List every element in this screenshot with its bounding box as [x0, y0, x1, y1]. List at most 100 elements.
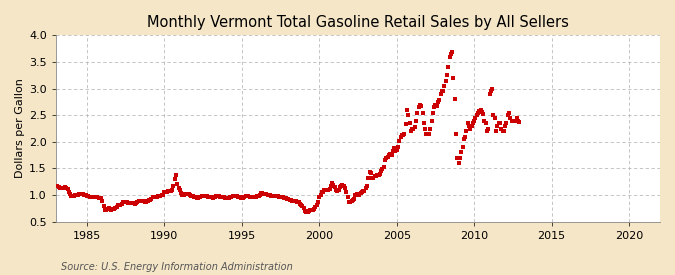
Point	[219, 196, 230, 200]
Point	[259, 192, 269, 196]
Point	[451, 132, 462, 136]
Point	[217, 195, 228, 199]
Point	[464, 124, 475, 128]
Point	[110, 206, 121, 210]
Point	[321, 188, 332, 192]
Point	[448, 76, 459, 80]
Point	[213, 194, 224, 199]
Point	[362, 183, 373, 188]
Point	[261, 192, 272, 197]
Point	[371, 174, 381, 178]
Point	[147, 195, 158, 199]
Point	[140, 200, 151, 204]
Point	[382, 155, 393, 159]
Point	[417, 110, 428, 115]
Point	[364, 170, 375, 174]
Point	[90, 194, 101, 199]
Point	[57, 186, 68, 191]
Point	[96, 196, 107, 200]
Point	[128, 201, 139, 205]
Point	[174, 188, 185, 192]
Point	[427, 110, 438, 115]
Point	[280, 196, 291, 200]
Point	[438, 89, 449, 94]
Point	[457, 145, 468, 149]
Point	[212, 194, 223, 198]
Point	[186, 193, 197, 198]
Point	[492, 124, 503, 128]
Point	[240, 194, 251, 199]
Point	[345, 200, 356, 204]
Point	[194, 195, 205, 199]
Point	[461, 129, 472, 133]
Point	[106, 208, 117, 212]
Point	[111, 205, 122, 210]
Point	[55, 186, 65, 191]
Point	[169, 176, 180, 181]
Point	[109, 207, 119, 211]
Point	[177, 192, 188, 197]
Point	[340, 186, 350, 190]
Point	[132, 200, 142, 205]
Point	[250, 195, 261, 199]
Point	[190, 195, 200, 199]
Point	[271, 194, 282, 198]
Point	[420, 126, 431, 131]
Point	[207, 195, 217, 200]
Point	[74, 192, 84, 196]
Point	[301, 210, 312, 214]
Point	[365, 170, 376, 175]
Point	[155, 193, 166, 198]
Point	[484, 92, 495, 96]
Point	[363, 176, 374, 180]
Point	[69, 194, 80, 199]
Point	[430, 102, 441, 107]
Point	[158, 192, 169, 197]
Point	[238, 196, 248, 200]
Point	[171, 173, 182, 177]
Point	[105, 207, 115, 211]
Point	[440, 78, 451, 83]
Point	[136, 199, 146, 203]
Point	[226, 194, 237, 199]
Point	[379, 165, 389, 170]
Point	[308, 207, 319, 212]
Point	[176, 191, 186, 195]
Point	[192, 196, 203, 200]
Point	[56, 186, 67, 191]
Point	[386, 152, 397, 157]
Point	[102, 207, 113, 211]
Point	[327, 181, 338, 186]
Point	[275, 194, 286, 199]
Point	[257, 191, 268, 195]
Point	[406, 129, 416, 133]
Point	[333, 188, 344, 192]
Point	[223, 196, 234, 200]
Point	[348, 198, 358, 203]
Point	[180, 192, 190, 197]
Point	[59, 185, 70, 189]
Point	[288, 199, 299, 203]
Point	[293, 200, 304, 205]
Point	[164, 189, 175, 193]
Point	[83, 194, 94, 199]
Point	[256, 191, 267, 196]
Point	[482, 129, 493, 133]
Point	[313, 200, 323, 204]
Point	[126, 201, 136, 205]
Point	[188, 194, 199, 199]
Point	[262, 192, 273, 197]
Point	[372, 173, 383, 177]
Point	[315, 193, 326, 197]
Point	[199, 194, 210, 198]
Point	[157, 193, 167, 197]
Point	[203, 194, 214, 199]
Point	[431, 103, 442, 108]
Point	[407, 126, 418, 131]
Point	[153, 194, 163, 199]
Point	[173, 185, 184, 190]
Point	[501, 121, 512, 125]
Point	[355, 191, 366, 196]
Point	[84, 195, 95, 199]
Point	[385, 152, 396, 156]
